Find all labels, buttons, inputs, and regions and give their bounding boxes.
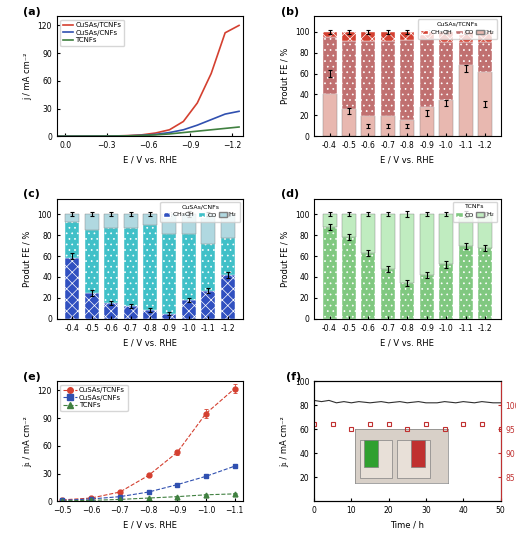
Bar — [478, 42, 492, 72]
Bar — [400, 120, 414, 136]
Bar — [420, 275, 434, 319]
Bar — [65, 258, 79, 319]
Bar — [459, 215, 473, 246]
Bar — [163, 314, 176, 319]
Bar — [104, 215, 118, 228]
Y-axis label: Produt FE / %: Produt FE / % — [23, 231, 32, 287]
Bar — [201, 291, 215, 319]
Text: (a): (a) — [23, 7, 41, 17]
Bar — [400, 32, 414, 40]
Text: (c): (c) — [23, 189, 40, 199]
Bar — [478, 215, 492, 248]
X-axis label: E / V vs. RHE: E / V vs. RHE — [380, 338, 434, 347]
Bar — [201, 215, 215, 244]
Bar — [104, 303, 118, 319]
Bar — [439, 42, 453, 100]
Bar — [361, 253, 376, 319]
Bar — [381, 32, 395, 41]
Text: (d): (d) — [281, 189, 299, 199]
Bar — [459, 42, 473, 65]
Bar — [182, 300, 196, 319]
Bar — [104, 228, 118, 303]
Bar — [400, 40, 414, 120]
Bar — [459, 246, 473, 319]
Y-axis label: j₁ / mA cm⁻²: j₁ / mA cm⁻² — [280, 416, 289, 467]
Bar — [322, 37, 336, 94]
Bar — [478, 72, 492, 136]
Bar — [322, 227, 336, 319]
Bar — [439, 100, 453, 136]
Y-axis label: j₁ / mA cm⁻²: j₁ / mA cm⁻² — [23, 416, 32, 467]
Text: (e): (e) — [23, 372, 41, 382]
Bar — [439, 265, 453, 319]
Bar — [201, 244, 215, 291]
Bar — [143, 225, 157, 310]
Bar — [123, 215, 138, 228]
Legend: CO, H$_2$: CO, H$_2$ — [453, 202, 497, 222]
Bar — [459, 65, 473, 136]
Bar — [361, 215, 376, 253]
Bar — [221, 215, 235, 238]
Bar — [420, 39, 434, 107]
Bar — [85, 215, 99, 230]
Bar — [381, 116, 395, 136]
Bar — [478, 32, 492, 42]
X-axis label: Time / h: Time / h — [390, 521, 424, 530]
Bar — [143, 310, 157, 319]
Bar — [342, 41, 356, 109]
Legend: CH$_3$OH, CO, H$_2$: CH$_3$OH, CO, H$_2$ — [160, 202, 240, 222]
Y-axis label: j / mA cm⁻²: j / mA cm⁻² — [23, 52, 32, 100]
Bar — [221, 238, 235, 275]
Bar — [381, 215, 395, 268]
Bar — [439, 215, 453, 265]
Bar — [322, 32, 336, 37]
Bar — [322, 215, 336, 227]
Bar — [65, 222, 79, 258]
Bar — [342, 237, 356, 319]
X-axis label: E / V vs. RHE: E / V vs. RHE — [123, 521, 177, 530]
X-axis label: E / V vs. RHE: E / V vs. RHE — [380, 156, 434, 164]
Bar — [381, 41, 395, 116]
X-axis label: E / V vs. RHE: E / V vs. RHE — [123, 156, 177, 164]
Bar — [163, 215, 176, 234]
Bar — [400, 284, 414, 319]
X-axis label: E / V vs. RHE: E / V vs. RHE — [123, 338, 177, 347]
Bar — [439, 32, 453, 42]
Legend: CH$_3$OH, CO, H$_2$: CH$_3$OH, CO, H$_2$ — [418, 19, 497, 39]
Bar — [143, 215, 157, 225]
Bar — [459, 32, 473, 42]
Text: (f): (f) — [286, 372, 301, 382]
Bar — [420, 107, 434, 136]
Bar — [123, 306, 138, 319]
Bar — [381, 268, 395, 319]
Bar — [85, 230, 99, 293]
Bar — [221, 275, 235, 319]
Bar — [420, 32, 434, 39]
Bar — [361, 32, 376, 41]
Bar — [322, 94, 336, 136]
Bar — [65, 215, 79, 222]
Text: (b): (b) — [281, 7, 299, 17]
Bar — [163, 234, 176, 314]
Bar — [342, 215, 356, 237]
Bar — [361, 41, 376, 116]
Bar — [342, 109, 356, 136]
Bar — [123, 228, 138, 306]
Bar — [182, 234, 196, 300]
Bar — [342, 32, 356, 41]
Bar — [478, 248, 492, 319]
Bar — [85, 293, 99, 319]
Bar — [182, 215, 196, 234]
Legend: CuSAs/TCNFs, CuSAs/CNFs, TCNFs: CuSAs/TCNFs, CuSAs/CNFs, TCNFs — [60, 19, 124, 46]
Y-axis label: Produt FE / %: Produt FE / % — [280, 48, 289, 105]
Bar — [420, 215, 434, 275]
Legend: CuSAs/TCNFs, CuSAs/CNFs, TCNFs: CuSAs/TCNFs, CuSAs/CNFs, TCNFs — [60, 385, 128, 411]
Bar — [361, 116, 376, 136]
Y-axis label: Produt FE / %: Produt FE / % — [280, 231, 289, 287]
Bar — [400, 215, 414, 284]
